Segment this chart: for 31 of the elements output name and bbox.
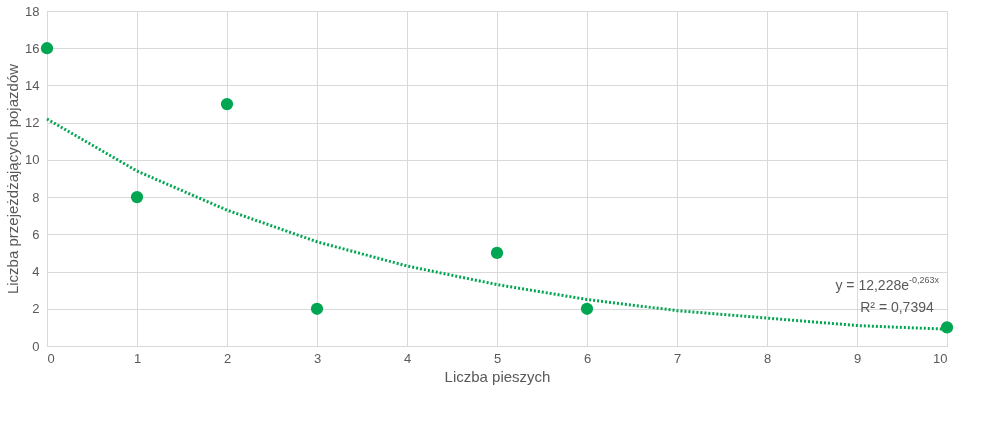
y-axis-title: Liczba przejeżdżających pojazdów: [4, 63, 22, 295]
y-tick-label: 14: [25, 77, 40, 93]
x-tick-label: 9: [853, 350, 862, 366]
x-tick-label: 3: [313, 350, 322, 366]
y-tick-label: 6: [32, 226, 40, 242]
x-tick-label: 2: [223, 350, 232, 366]
x-tick-label: 5: [493, 350, 502, 366]
point: [580, 302, 594, 315]
y-tick-label: 0: [32, 338, 40, 354]
point: [40, 42, 54, 55]
y-tick-label: 2: [32, 301, 40, 317]
x-tick-label: 6: [583, 350, 592, 366]
x-tick-label: 8: [763, 350, 772, 366]
point: [490, 246, 504, 260]
y-tick-label: 18: [25, 3, 40, 19]
point: [940, 321, 954, 334]
y-tick-label: 4: [32, 264, 40, 280]
point: [220, 97, 234, 111]
point: [130, 191, 144, 204]
x-tick-label: 1: [133, 350, 142, 366]
x-axis-title: Liczba pieszych: [444, 367, 551, 385]
x-tick-label: 10: [933, 350, 948, 366]
x-tick-label: 0: [47, 350, 55, 366]
x-tick-label: 4: [403, 350, 412, 366]
y-tick-label: 8: [32, 189, 40, 205]
point: [310, 302, 324, 315]
annotation: R² = 0,7394: [860, 299, 934, 315]
y-tick-label: 12: [25, 115, 40, 131]
y-tick-label: 16: [25, 40, 40, 56]
x-tick-label: 7: [673, 350, 682, 366]
y-tick-label: 10: [25, 152, 40, 168]
